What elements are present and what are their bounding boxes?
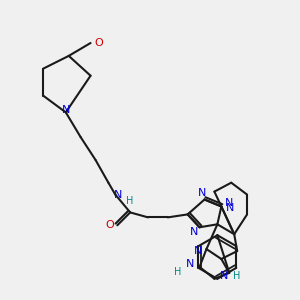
Text: N: N: [114, 190, 122, 200]
Text: N: N: [61, 105, 70, 116]
Text: H: H: [125, 196, 133, 206]
Text: N: N: [185, 259, 194, 269]
Text: N: N: [194, 246, 203, 256]
Text: N: N: [220, 271, 229, 281]
Text: N: N: [189, 227, 198, 237]
Text: N: N: [198, 188, 207, 198]
Text: O: O: [105, 220, 114, 230]
Text: H: H: [174, 267, 182, 277]
Text: H: H: [232, 271, 240, 281]
Text: N: N: [225, 197, 233, 208]
Text: O: O: [94, 38, 103, 48]
Text: N: N: [226, 203, 234, 214]
